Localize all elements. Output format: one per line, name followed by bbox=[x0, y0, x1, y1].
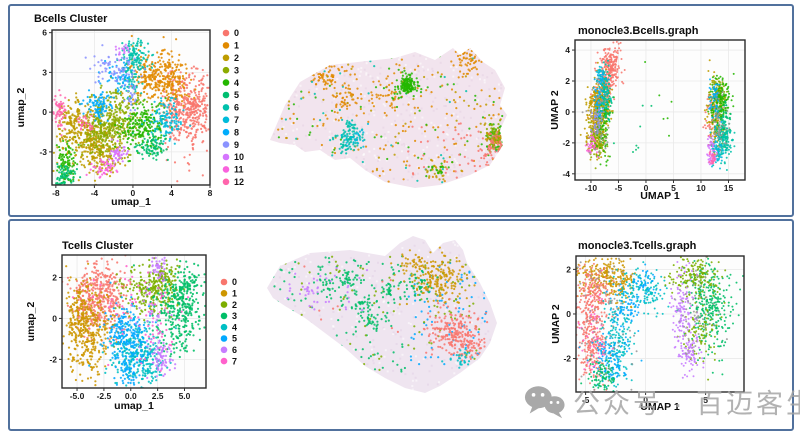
y-tick-label: 0 bbox=[42, 107, 47, 117]
x-tick-label: -10 bbox=[585, 183, 598, 193]
x-axis-label: umap_1 bbox=[114, 400, 154, 412]
plot-title: monocle3.Bcells.graph bbox=[578, 25, 699, 37]
y-tick-label: 0 bbox=[565, 107, 570, 117]
x-tick-label: 0 bbox=[131, 188, 136, 198]
legend-label: 6 bbox=[232, 345, 237, 355]
plot-title: Bcells Cluster bbox=[34, 13, 108, 25]
x-axis-label: UMAP 1 bbox=[640, 190, 680, 202]
legend-label: 0 bbox=[232, 277, 237, 287]
y-tick-label: 2 bbox=[565, 76, 570, 86]
plot-title: monocle3.Tcells.graph bbox=[578, 240, 697, 252]
y-tick-label: 4 bbox=[565, 45, 570, 55]
bcells-spatial-tissue-plot bbox=[270, 48, 507, 188]
legend-swatch bbox=[222, 42, 230, 49]
y-tick-label: 0 bbox=[566, 309, 571, 319]
legend-swatch bbox=[222, 153, 230, 161]
x-tick-label: 15 bbox=[724, 183, 734, 193]
y-tick-label: 3 bbox=[42, 67, 47, 77]
legend-swatch bbox=[222, 141, 230, 148]
y-tick-label: -2 bbox=[563, 354, 571, 364]
legend-label: 8 bbox=[234, 127, 239, 137]
x-tick-label: 8 bbox=[208, 188, 213, 198]
legend-swatch bbox=[222, 91, 230, 99]
legend-swatch bbox=[220, 357, 228, 365]
legend-swatch bbox=[220, 278, 228, 286]
legend-label: 1 bbox=[234, 41, 239, 51]
tcells-monocle-umap-plot: -5 0 5 -2 0 2 monocle3.Tcells.graph UMAP 1 UMAP … bbox=[550, 240, 745, 413]
legend-swatch bbox=[222, 79, 230, 86]
legend-swatch bbox=[222, 104, 230, 111]
legend-swatch bbox=[220, 335, 228, 342]
bcells-umap-plot: -8 -4 0 4 8 -3 0 3 6 Bcells Cluster umap_1 umap_2 0 1… bbox=[15, 13, 244, 208]
legend-swatch bbox=[222, 66, 230, 74]
x-tick-label: 0 bbox=[644, 183, 649, 193]
x-tick-label: 5.0 bbox=[179, 391, 191, 401]
tcells-spatial-tissue-plot bbox=[267, 236, 497, 393]
plot-title: Tcells Cluster bbox=[62, 240, 134, 252]
x-tick-label: -5 bbox=[615, 183, 623, 193]
legend-label: 2 bbox=[234, 53, 239, 63]
y-tick-label: -3 bbox=[39, 147, 47, 157]
legend-swatch bbox=[222, 116, 230, 124]
y-tick-label: -4 bbox=[562, 169, 570, 179]
legend-swatch bbox=[222, 166, 230, 173]
x-tick-label: 10 bbox=[696, 183, 706, 193]
x-tick-label: 0.0 bbox=[125, 391, 137, 401]
y-axis-label: umap_2 bbox=[15, 88, 27, 128]
bcells-panel: -8 -4 0 4 8 -3 0 3 6 Bcells Cluster umap_1 umap_2 0 1… bbox=[8, 4, 794, 217]
legend-label: 7 bbox=[232, 356, 237, 366]
tissue-outline bbox=[270, 48, 507, 188]
legend-label: 3 bbox=[232, 311, 237, 321]
y-tick-label: -2 bbox=[562, 138, 570, 148]
legend-label: 12 bbox=[234, 177, 244, 187]
legend-swatch bbox=[220, 346, 228, 354]
x-tick-label: 4 bbox=[169, 188, 174, 198]
x-tick-label: -5 bbox=[582, 395, 590, 405]
legend-swatch bbox=[222, 128, 230, 136]
legend-label: 7 bbox=[234, 115, 239, 125]
legend-label: 5 bbox=[232, 334, 237, 344]
legend-label: 0 bbox=[234, 28, 239, 38]
legend-swatch bbox=[220, 301, 228, 308]
tcells-panel: -5.0 -2.5 0.0 2.5 5.0 -2 0 2 Tcells Cluster umap_… bbox=[8, 219, 794, 431]
legend-label: 3 bbox=[234, 65, 239, 75]
y-axis-label: UMAP 2 bbox=[550, 304, 562, 344]
legend-label: 4 bbox=[232, 322, 237, 332]
legend-label: 10 bbox=[234, 152, 244, 162]
x-tick-label: -4 bbox=[91, 188, 99, 198]
legend-label: 5 bbox=[234, 90, 239, 100]
legend-swatch bbox=[222, 178, 230, 186]
y-tick-label: 0 bbox=[52, 313, 57, 323]
legend-label: 4 bbox=[234, 78, 239, 88]
x-tick-label: 5 bbox=[703, 395, 708, 405]
y-tick-label: -2 bbox=[49, 354, 57, 364]
x-tick-label: -2.5 bbox=[97, 391, 112, 401]
legend-swatch bbox=[222, 29, 230, 37]
legend-label: 6 bbox=[234, 103, 239, 113]
y-tick-label: 2 bbox=[566, 264, 571, 274]
x-axis-label: UMAP 1 bbox=[640, 401, 680, 413]
legend-label: 1 bbox=[232, 289, 237, 299]
legend-swatch bbox=[220, 323, 228, 331]
x-tick-label: 0 bbox=[643, 395, 648, 405]
legend-swatch bbox=[222, 54, 230, 62]
x-tick-label: -8 bbox=[52, 188, 60, 198]
bcells-monocle-umap-plot: -10 -5 0 5 10 15 -4 -2 0 2 4 monocle3.Bcells.graph U… bbox=[549, 25, 746, 202]
x-axis-label: umap_1 bbox=[111, 196, 151, 208]
legend-label: 2 bbox=[232, 300, 237, 310]
y-axis-label: UMAP 2 bbox=[549, 90, 561, 130]
y-tick-label: 2 bbox=[52, 273, 57, 283]
tcells-umap-plot: -5.0 -2.5 0.0 2.5 5.0 -2 0 2 Tcells Cluster umap_… bbox=[25, 240, 237, 412]
x-tick-label: 5 bbox=[671, 183, 676, 193]
y-axis-label: umap_2 bbox=[25, 302, 37, 342]
legend-label: 9 bbox=[234, 140, 239, 150]
x-tick-label: -5.0 bbox=[70, 391, 85, 401]
legend-label: 11 bbox=[234, 165, 244, 175]
x-tick-label: 2.5 bbox=[152, 391, 164, 401]
y-tick-label: 6 bbox=[42, 28, 47, 38]
legend-swatch bbox=[220, 312, 228, 320]
legend-swatch bbox=[220, 290, 228, 297]
